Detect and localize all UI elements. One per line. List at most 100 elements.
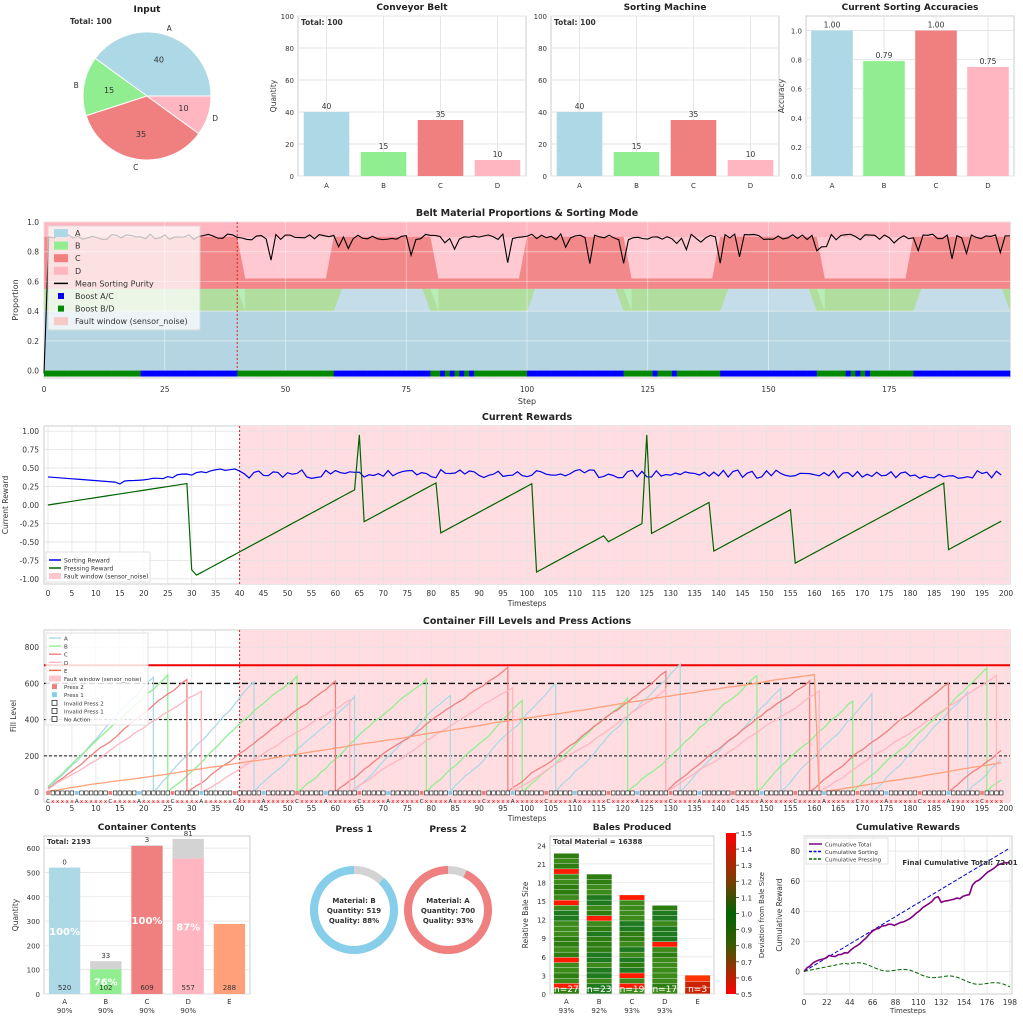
action-letter: x	[243, 799, 247, 805]
bales-xtick-A: A	[564, 998, 569, 1006]
belt-mode-tick	[343, 370, 349, 377]
action-letter: x	[870, 799, 874, 805]
belt-mode-tick	[913, 370, 919, 377]
action-letter: C	[46, 799, 50, 805]
action-letter: x	[746, 799, 750, 805]
belt-mode-tick	[918, 370, 924, 377]
action-marker	[352, 790, 357, 796]
belt-mode-tick	[324, 370, 330, 377]
bale-segment-B	[586, 957, 612, 963]
bale-segment-B	[586, 884, 612, 890]
containers-ytick: 800	[25, 643, 40, 652]
belt-mode-tick	[159, 370, 166, 377]
action-letter: x	[904, 799, 908, 805]
belt-mode-tick	[498, 370, 504, 377]
cumulative-ytick: 20	[790, 937, 800, 946]
action-letter: x	[123, 799, 127, 805]
conveyor-ytick: 60	[285, 77, 294, 85]
belt-mode-tick	[894, 370, 900, 377]
containers-legend-label: Press 2	[64, 685, 84, 691]
bales-ytick: 24	[537, 842, 546, 850]
belt-mode-tick	[966, 370, 972, 377]
belt-mode-tick	[174, 370, 180, 377]
action-letter: x	[353, 799, 357, 805]
action-marker	[510, 790, 515, 795]
action-marker	[500, 790, 506, 796]
belt-mode-tick	[923, 370, 929, 377]
action-letter: x	[750, 799, 754, 805]
containers-xtick: 95	[498, 804, 508, 813]
conveyor-bar-C	[417, 120, 464, 176]
action-marker	[912, 790, 918, 796]
press-quantity-1: Quantity: 519	[327, 907, 381, 915]
action-marker	[644, 790, 649, 796]
action-letter: x	[209, 799, 213, 805]
belt-mode-tick	[633, 370, 639, 377]
belt-mode-tick	[705, 370, 711, 377]
containers-title: Container Fill Levels and Press Actions	[423, 616, 632, 627]
containers-legend-label: Invalid Press 2	[64, 701, 104, 707]
bale-segment-D	[652, 921, 678, 926]
bale-segment-B	[586, 952, 612, 958]
action-letter: x	[425, 799, 429, 805]
pie-label-A: A	[167, 24, 173, 33]
action-marker	[285, 790, 290, 796]
action-marker	[462, 790, 467, 796]
action-marker	[721, 790, 726, 796]
belt-mode-tick	[879, 370, 885, 377]
action-marker	[141, 790, 146, 796]
belt-legend-swatch	[54, 254, 68, 263]
action-marker	[591, 790, 597, 796]
belt-mode-tick	[309, 370, 315, 377]
bale-segment-A	[553, 884, 579, 890]
containers-xtick: 145	[735, 804, 750, 813]
sorter-ytick: 60	[538, 77, 547, 85]
sorter-title: Sorting Machine	[624, 3, 707, 13]
cumulative-xtick: 132	[934, 998, 949, 1007]
rewards-xtick: 175	[879, 589, 894, 598]
sorter-bar-label-B: 15	[632, 142, 642, 151]
contents-ytick: 400	[27, 894, 40, 902]
belt-mode-tick	[787, 370, 793, 377]
accuracy-bar-label-B: 0.79	[876, 51, 893, 60]
rewards-xtick: 55	[307, 589, 317, 598]
rewards-legend-swatch	[49, 573, 61, 579]
action-marker	[898, 790, 903, 796]
action-marker	[984, 790, 989, 796]
belt-mode-tick	[63, 370, 69, 377]
containers-legend-label: B	[64, 645, 68, 651]
bale-segment-D	[652, 973, 678, 978]
belt-mode-tick	[811, 370, 818, 377]
rewards-legend-label: Sorting Reward	[64, 558, 110, 565]
action-marker	[165, 790, 170, 796]
bales-ytick: 15	[537, 898, 546, 906]
conveyor-ytick: 20	[285, 141, 294, 149]
bale-segment-C	[619, 983, 645, 989]
action-marker	[678, 790, 683, 796]
containers-xtick: 195	[975, 804, 990, 813]
action-marker	[405, 790, 410, 796]
action-marker	[98, 790, 103, 796]
bale-segment-B	[586, 910, 612, 916]
belt-mode-tick	[275, 370, 281, 377]
cumulative-ytick: 60	[790, 877, 800, 886]
belt-mode-tick	[860, 370, 866, 377]
action-letter: A	[386, 799, 390, 805]
rewards-legend-box	[45, 551, 151, 583]
action-marker	[797, 790, 803, 796]
accuracy-ytick: 0.8	[791, 57, 802, 65]
sorter-total: Total: 100	[554, 18, 596, 27]
action-marker	[347, 790, 352, 796]
action-marker	[740, 790, 745, 796]
action-letter: x	[612, 799, 616, 805]
action-marker	[529, 790, 534, 796]
bale-segment-A	[553, 931, 579, 937]
bale-segment-B	[586, 905, 612, 911]
action-marker	[817, 790, 822, 796]
action-letter: x	[406, 799, 410, 805]
action-marker	[682, 790, 688, 796]
contents-bar-value-E: 288	[223, 984, 236, 992]
belt-mode-tick	[411, 370, 417, 377]
action-marker	[376, 790, 381, 796]
contents-ytick: 100	[27, 967, 40, 975]
